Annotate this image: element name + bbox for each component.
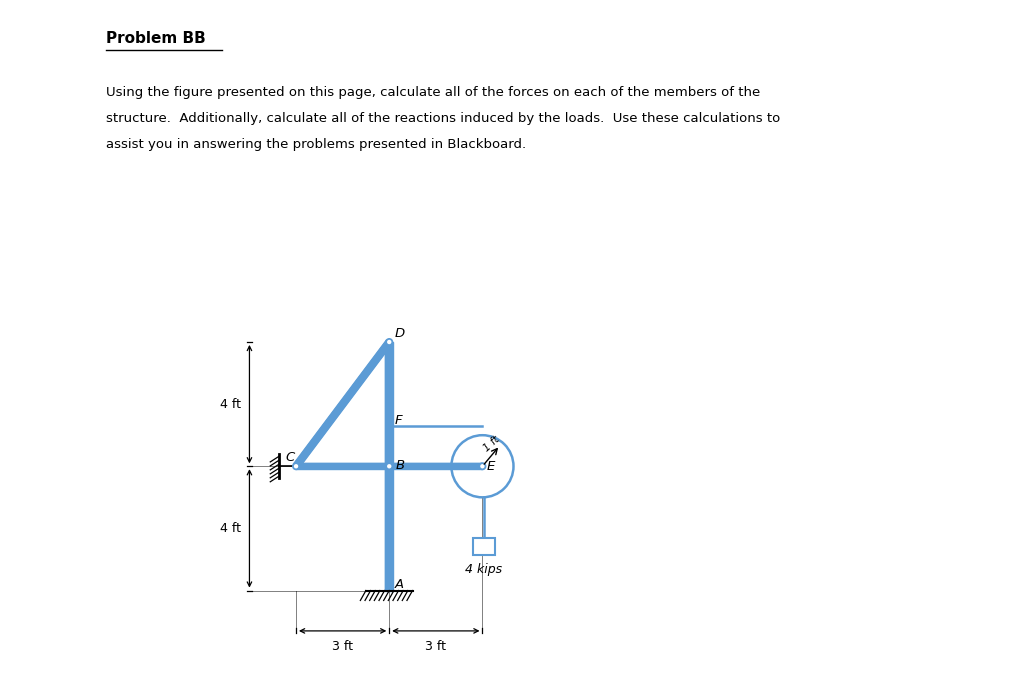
Polygon shape <box>293 340 392 469</box>
Circle shape <box>480 463 486 469</box>
Text: C: C <box>285 451 295 464</box>
Text: 3 ft: 3 ft <box>332 640 354 653</box>
Circle shape <box>386 463 392 469</box>
Polygon shape <box>296 463 483 469</box>
Text: structure.  Additionally, calculate all of the reactions induced by the loads.  : structure. Additionally, calculate all o… <box>106 112 781 125</box>
Bar <box>473 538 495 555</box>
Text: A: A <box>395 578 404 591</box>
Text: 4 ft: 4 ft <box>220 398 240 411</box>
Text: D: D <box>395 328 405 341</box>
Text: 1 ft: 1 ft <box>481 434 501 453</box>
Text: 4 kips: 4 kips <box>466 563 503 576</box>
Polygon shape <box>385 342 393 591</box>
Text: assist you in answering the problems presented in Blackboard.: assist you in answering the problems pre… <box>106 138 526 151</box>
Text: 4 ft: 4 ft <box>220 522 240 535</box>
Text: B: B <box>396 460 405 473</box>
Text: 3 ft: 3 ft <box>425 640 446 653</box>
Circle shape <box>293 463 299 469</box>
Text: Problem BB: Problem BB <box>106 31 206 46</box>
Text: F: F <box>395 414 402 427</box>
Circle shape <box>386 339 392 345</box>
Text: E: E <box>486 460 495 473</box>
Text: Using the figure presented on this page, calculate all of the forces on each of : Using the figure presented on this page,… <box>106 86 761 99</box>
